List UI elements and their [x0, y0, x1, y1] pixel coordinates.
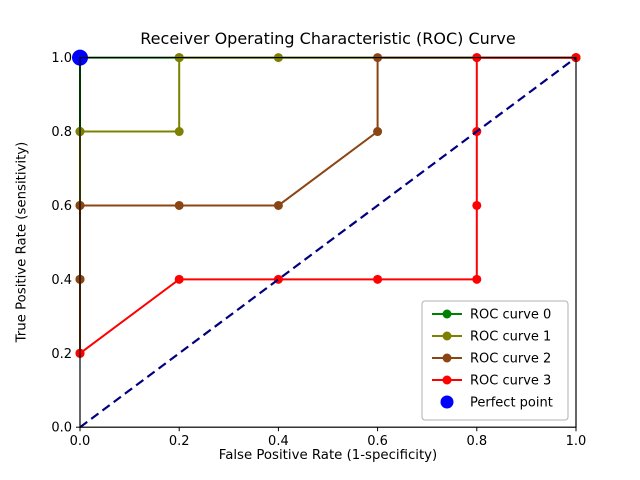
roc-curve-3	[75, 53, 581, 358]
y-tick-label: 0.6	[51, 199, 72, 214]
legend: ROC curve 0 ROC curve 1 ROC curve 2 ROC cur…	[421, 300, 569, 421]
chance-diagonal-line	[79, 56, 577, 429]
legend-label: ROC curve 2	[470, 352, 551, 367]
x-axis-label: False Positive Rate (1-specificity)	[218, 448, 438, 463]
axis-ticks: 0.0 0.2 0.4 0.6 0.8 1.0 0.0 0.2 0.4 0.6 0.8 1.0	[51, 51, 586, 449]
roc-curve-3-marker	[174, 274, 184, 284]
legend-box	[421, 300, 569, 421]
legend-item-2: ROC curve 2	[432, 352, 551, 367]
legend-label: ROC curve 0	[470, 308, 551, 323]
legend-sample-marker	[442, 309, 452, 319]
x-tick-label: 0.8	[466, 434, 487, 449]
y-tick-label: 0.2	[51, 347, 72, 362]
x-tick-label: 1.0	[566, 434, 587, 449]
legend-sample-marker	[442, 331, 452, 341]
x-tick-label: 0.6	[367, 434, 388, 449]
y-tick-label: 0.8	[51, 125, 72, 140]
legend-sample-marker	[442, 353, 452, 363]
y-tick-label: 1.0	[51, 51, 72, 66]
axes-box	[79, 56, 577, 428]
y-tick-label: 0.4	[51, 273, 72, 288]
roc-curve-2-marker	[373, 127, 383, 137]
legend-item-0: ROC curve 0	[432, 308, 551, 323]
roc-curve-1-marker	[174, 127, 184, 137]
legend-label: ROC curve 3	[470, 374, 551, 389]
x-tick-label: 0.2	[169, 434, 190, 449]
legend-sample-marker	[440, 395, 454, 409]
roc-curve-3-marker	[373, 274, 383, 284]
legend-label: Perfect point	[470, 396, 553, 411]
roc-curve-2-marker	[273, 200, 283, 210]
x-tick-label: 0.0	[70, 434, 91, 449]
chart-title: Receiver Operating Characteristic (ROC) …	[140, 29, 516, 48]
legend-label: ROC curve 1	[470, 330, 551, 345]
x-tick-label: 0.4	[268, 434, 289, 449]
roc-curve-3-marker	[472, 274, 482, 284]
legend-item-3: ROC curve 3	[432, 374, 551, 389]
roc-curve-3-marker	[472, 200, 482, 210]
legend-item-4: Perfect point	[440, 395, 553, 411]
legend-item-1: ROC curve 1	[432, 330, 551, 345]
legend-sample-marker	[442, 375, 452, 385]
y-axis-label: True Positive Rate (sensitivity)	[14, 141, 30, 343]
y-tick-label: 0.0	[51, 421, 72, 436]
roc-curve-2-marker	[174, 200, 184, 210]
